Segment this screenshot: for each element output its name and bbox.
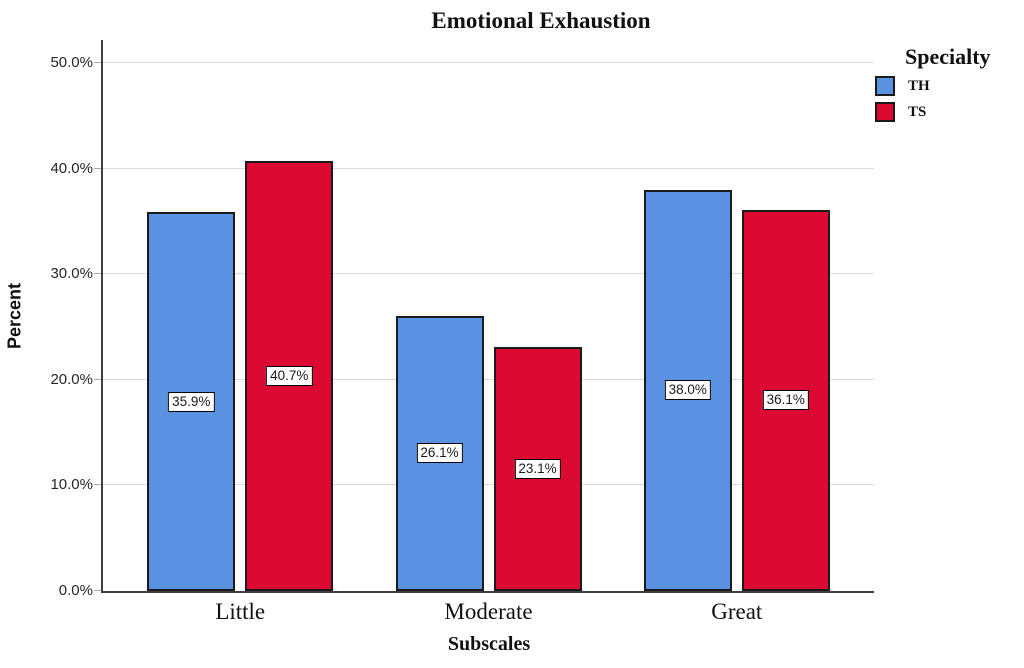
y-tick-label: 50.0% bbox=[50, 54, 93, 72]
legend-title: Specialty bbox=[905, 44, 991, 69]
y-axis-tick bbox=[94, 273, 101, 275]
legend-label: TH bbox=[908, 77, 930, 94]
bar-ts-moderate: 23.1% bbox=[493, 347, 582, 591]
y-axis-title: Percent bbox=[4, 282, 25, 350]
x-category-label-little: Little bbox=[215, 599, 266, 624]
chart-title: Emotional Exhaustion bbox=[431, 8, 651, 33]
x-axis-title: Subscales bbox=[447, 633, 531, 655]
y-axis-tick bbox=[94, 590, 101, 591]
y-tick-label: 10.0% bbox=[50, 476, 93, 494]
gridline bbox=[103, 378, 874, 380]
legend: Specialty TH TS bbox=[873, 44, 1023, 122]
bar-value-label: 35.9% bbox=[168, 391, 215, 412]
legend-swatch-ts bbox=[875, 102, 895, 122]
legend-entry-ts: TS bbox=[875, 102, 1023, 122]
bar-value-label: 38.0% bbox=[664, 380, 711, 401]
legend-swatch-th bbox=[875, 76, 895, 96]
bar-value-label: 40.7% bbox=[266, 366, 313, 387]
bar-ts-great: 36.1% bbox=[741, 209, 830, 591]
y-tick-label: 40.0% bbox=[50, 159, 93, 177]
bar-ts-little: 40.7% bbox=[245, 161, 334, 591]
gridline bbox=[103, 484, 874, 486]
bar-value-label: 23.1% bbox=[514, 459, 561, 480]
y-tick-label: 30.0% bbox=[50, 265, 93, 283]
legend-entries: TH TS bbox=[873, 76, 1023, 122]
y-axis-tick bbox=[94, 167, 101, 169]
bar-th-moderate: 26.1% bbox=[395, 315, 484, 591]
gridline bbox=[103, 167, 874, 169]
bar-th-little: 35.9% bbox=[147, 212, 236, 591]
y-axis-tick bbox=[94, 62, 101, 64]
plot-area: 0.0% 10.0% 20.0% 30.0% 40.0% 50.0% 35.9% 40.7% L… bbox=[50, 40, 874, 624]
y-tick-label: 0.0% bbox=[58, 582, 93, 599]
x-category-label-moderate: Moderate bbox=[444, 599, 533, 624]
gridline bbox=[103, 62, 874, 64]
bar-th-great: 38.0% bbox=[643, 189, 732, 591]
bar-value-label: 26.1% bbox=[416, 443, 463, 464]
gridline bbox=[103, 273, 874, 275]
bar-value-label: 36.1% bbox=[762, 390, 809, 411]
y-axis-tick bbox=[94, 484, 101, 486]
x-category-label-great: Great bbox=[711, 599, 763, 624]
y-tick-label: 20.0% bbox=[50, 370, 93, 388]
legend-entry-th: TH bbox=[875, 76, 1023, 96]
legend-label: TS bbox=[908, 103, 927, 120]
y-axis-tick bbox=[94, 378, 101, 380]
